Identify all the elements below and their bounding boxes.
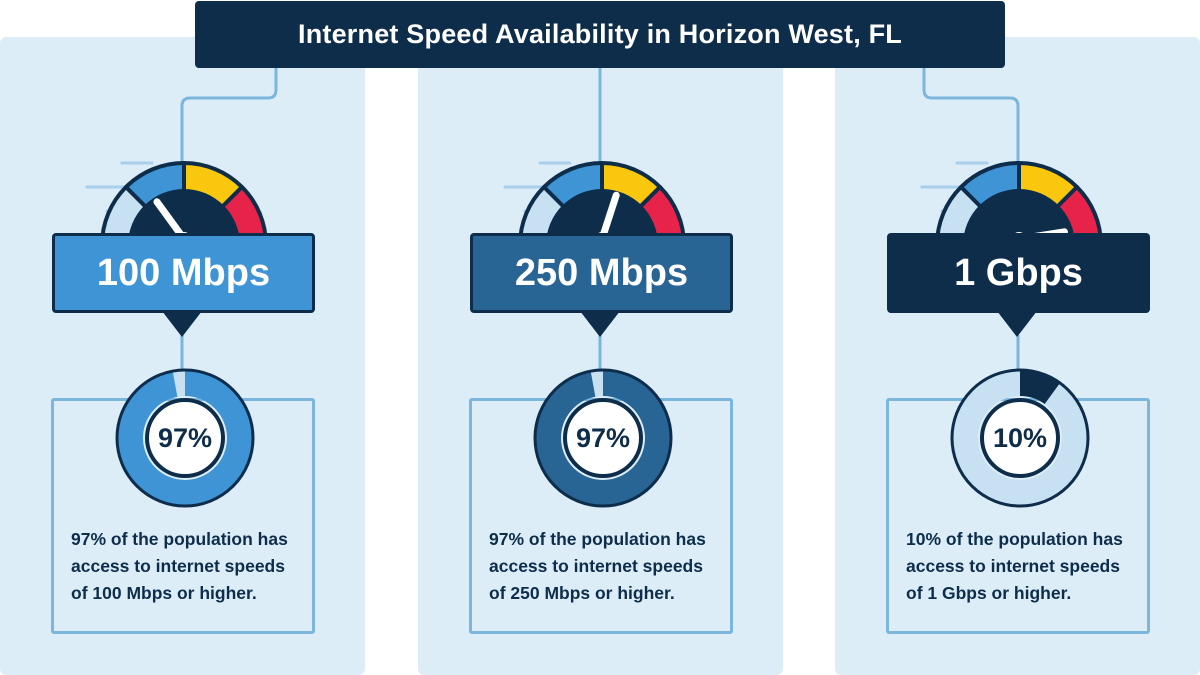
speed-column: 100 Mbps 97% 97% of the population has a… [0,0,365,675]
gauge-face [546,189,658,245]
page-title: Internet Speed Availability in Horizon W… [195,1,1005,68]
gauge-face [963,189,1075,245]
pointer-arrow [997,311,1037,337]
speedometer-icon [85,161,268,245]
donut-center [145,398,225,478]
pointer-arrow [162,311,202,337]
speed-label: 1 Gbps [887,233,1150,313]
pointer-arrow [580,311,620,337]
speed-label: 100 Mbps [52,233,315,313]
percentage-donut [533,368,673,508]
speed-column: 250 Mbps 97% 97% of the population has a… [418,0,783,675]
donut-fill [117,370,253,506]
donut-outline [950,368,1090,508]
speedometer-icon [920,161,1103,245]
donut-center [563,398,643,478]
speed-column: 1 Gbps 10% 10% of the population has acc… [835,0,1200,675]
donut-outline [533,368,673,508]
percentage-value: 97% [157,422,213,453]
description-text: 97% of the population has access to inte… [489,529,706,603]
speedometer-icon [503,161,686,245]
donut-fill [952,370,1088,506]
percentage-value: 10% [992,422,1048,453]
description-text: 97% of the population has access to inte… [71,529,288,603]
percentage-donut [950,368,1090,508]
donut-fill [535,370,671,506]
description-text: 10% of the population has access to inte… [906,529,1123,603]
donut-center [980,398,1060,478]
donut-outline [115,368,255,508]
percentage-value: 97% [575,422,631,453]
percentage-donut [115,368,255,508]
speed-label: 250 Mbps [470,233,733,313]
